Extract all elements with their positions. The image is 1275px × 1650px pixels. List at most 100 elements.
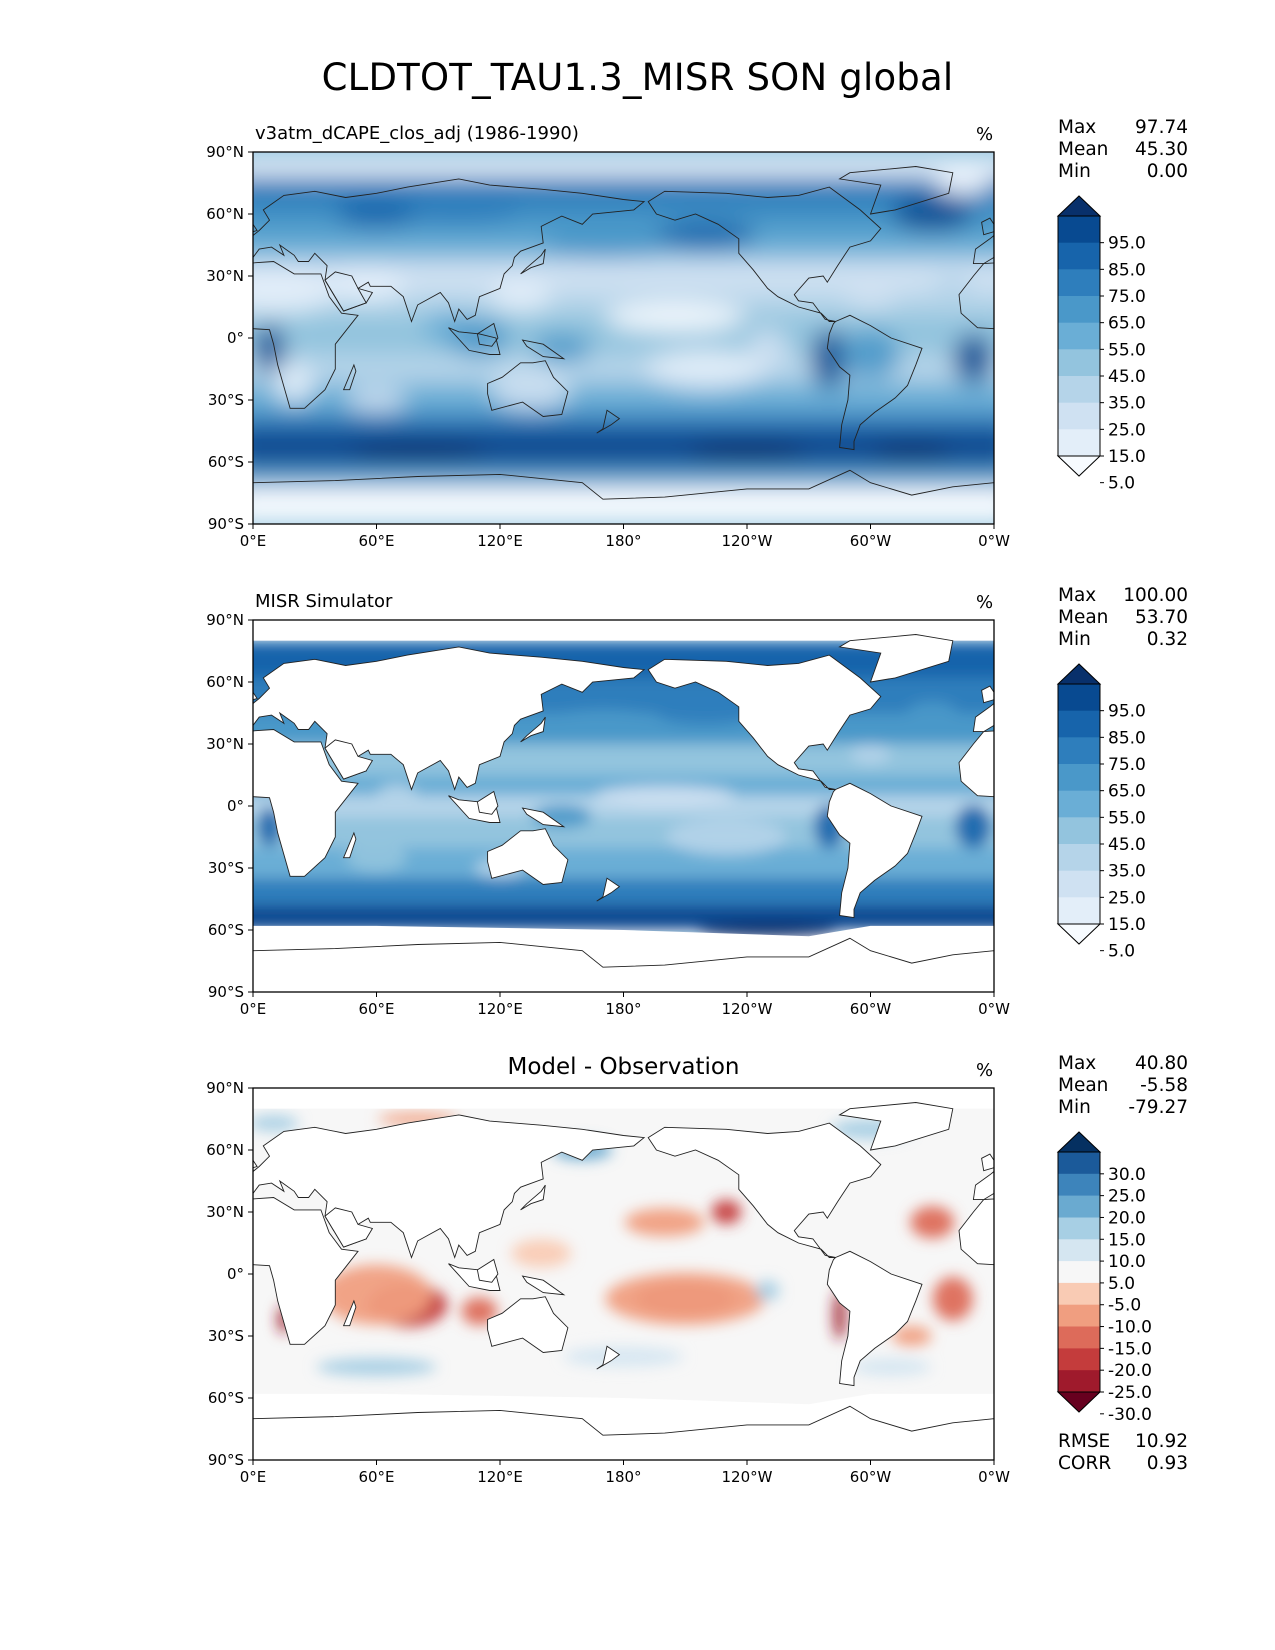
coastline-indonesia <box>448 327 501 355</box>
coastline-australia <box>487 360 569 417</box>
coastline-greenland <box>838 166 954 215</box>
stat-corr-value: 0.93 <box>1146 1453 1188 1474</box>
coastline-japan <box>520 716 546 743</box>
field-band <box>253 466 994 487</box>
colorbar-tick-label: 10.0 <box>1108 1252 1146 1272</box>
y-tick-label: 60°S <box>208 453 244 471</box>
field-blob <box>490 369 571 410</box>
panel-title-diff: Model - Observation <box>507 1054 740 1080</box>
colorbar-segment <box>1058 764 1100 792</box>
field-blob <box>755 1280 780 1301</box>
panel-units-ref: % <box>976 592 994 613</box>
y-tick-label: 60°N <box>206 205 244 223</box>
colorbar-tick-label: 75.0 <box>1108 755 1146 775</box>
x-tick-label: 0°W <box>978 1468 1010 1486</box>
colorbar-segment <box>1058 1348 1100 1371</box>
field-blob <box>377 783 418 808</box>
colorbar-segment <box>1058 897 1100 925</box>
coastline-south-america <box>826 314 923 451</box>
field-blob <box>891 1326 932 1346</box>
stat-max-value: 100.00 <box>1123 585 1188 606</box>
field-blob <box>346 388 407 412</box>
x-tick-label: 120°E <box>477 532 523 550</box>
field-blob <box>907 701 958 725</box>
colorbar-tick-label: 55.0 <box>1108 340 1146 360</box>
coastline-eurasia-wrap <box>972 1170 994 1201</box>
coastline-uk-wrap <box>981 217 994 236</box>
stat-max-value: 97.74 <box>1135 117 1188 138</box>
y-tick-label: 30°S <box>208 1327 244 1345</box>
colorbar-tick-label: 95.0 <box>1108 234 1146 254</box>
colorbar-segment <box>1058 1326 1100 1349</box>
heatmap-field <box>253 1088 994 1460</box>
heatmap-field <box>253 620 994 992</box>
colorbar-segment <box>1058 1239 1100 1262</box>
field-blob <box>321 1264 432 1325</box>
x-tick-label: 120°E <box>477 1000 523 1018</box>
panel-units-test: % <box>976 124 994 145</box>
field-blob <box>871 442 952 461</box>
map-panel-ref: 0°E 60°E 120°E 180° 120°W 60°W 0°W 90°N 60°N 30°N… <box>206 611 1146 1018</box>
stats-block-rmse-corr: RMSE 10.92 CORR 0.93 <box>1058 1431 1188 1475</box>
colorbar-tick-label: -10.0 <box>1108 1318 1152 1338</box>
coastline-arabia <box>324 1207 374 1248</box>
colorbar-segment <box>1058 322 1100 350</box>
colorbar-extend-max <box>1056 195 1102 217</box>
colorbar-tick-label: 35.0 <box>1108 394 1146 414</box>
x-tick-label: 60°W <box>850 532 892 550</box>
coastline-greenland <box>838 1102 954 1151</box>
field-blob <box>645 349 766 389</box>
field-blob <box>845 281 896 312</box>
colorbar-segment <box>1058 1217 1100 1240</box>
x-tick-label: 120°W <box>722 1000 773 1018</box>
x-tick-label: 0°W <box>978 1000 1010 1018</box>
stats-block-ref: Max 100.00 Mean 53.70 Min 0.32 <box>1058 585 1188 651</box>
y-tick-label: 90°N <box>206 611 244 629</box>
x-tick-label: 180° <box>605 1000 641 1018</box>
field-blob <box>531 333 592 364</box>
field-blob <box>274 363 315 404</box>
colorbar-tick-label: 75.0 <box>1108 287 1146 307</box>
colorbar-frame <box>1057 683 1101 925</box>
colorbar-tick-label: 85.0 <box>1108 728 1146 748</box>
field-blob <box>605 302 745 333</box>
y-tick-label: 0° <box>227 329 244 347</box>
y-tick-label: 30°S <box>208 859 244 877</box>
field-texture <box>253 1113 973 1376</box>
colorbar-segment <box>1058 1195 1100 1218</box>
stat-label: CORR <box>1058 1453 1112 1474</box>
colorbar-segment <box>1058 296 1100 324</box>
colorbar-tick-label: 85.0 <box>1108 260 1146 280</box>
coastline-arabia <box>324 271 374 312</box>
field-blob <box>655 220 756 249</box>
field-blob <box>655 701 756 725</box>
x-tick-label: 180° <box>605 532 641 550</box>
field-blob <box>850 744 891 765</box>
coastline-eurasia <box>253 178 646 323</box>
field-blob <box>253 1115 299 1132</box>
field-band <box>253 775 994 796</box>
coastline-new-guinea <box>521 807 566 828</box>
colorbar-segment <box>1058 429 1100 457</box>
colorbar-segment <box>1058 1261 1100 1284</box>
coastline-africa <box>253 729 359 877</box>
stat-mean-value: 45.30 <box>1135 139 1188 160</box>
field-blob <box>398 912 519 927</box>
stat-label: Mean <box>1058 1075 1109 1096</box>
stat-label: Mean <box>1058 607 1109 628</box>
map-panel-diff: 0°E 60°E 120°E 180° 120°W 60°W 0°W 90°N 60°N 30°N… <box>206 1079 1152 1486</box>
coastline-africa <box>253 261 359 409</box>
x-tick-label: 120°W <box>722 1468 773 1486</box>
coastline-indonesia <box>448 795 501 823</box>
colorbar-tick-label: -20.0 <box>1108 1361 1152 1381</box>
figure-title: CLDTOT_TAU1.3_MISR SON global <box>321 56 954 99</box>
stat-rmse-value: 10.92 <box>1135 1431 1188 1452</box>
colorbar-segment <box>1058 684 1100 712</box>
x-tick-label: 60°E <box>358 532 394 550</box>
colorbar-tick-label: 25.0 <box>1108 1187 1146 1207</box>
coastline-north-america <box>647 186 882 322</box>
coastline-madagascar <box>342 1299 357 1327</box>
stat-label: Min <box>1058 1097 1091 1118</box>
field-blob <box>542 230 663 260</box>
